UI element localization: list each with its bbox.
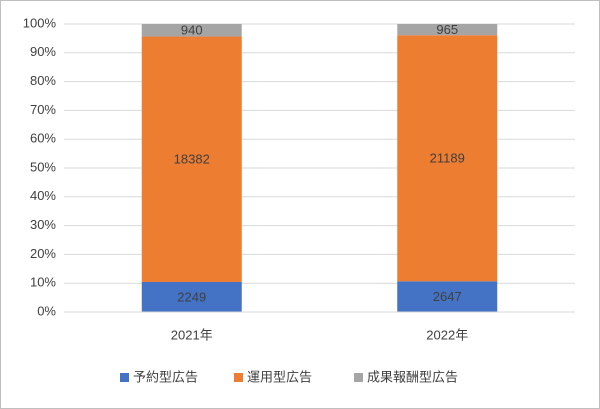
y-tick-label: 10% bbox=[30, 275, 56, 290]
bar-segment bbox=[141, 281, 242, 312]
data-label: 21189 bbox=[430, 151, 465, 166]
y-tick-label: 0% bbox=[37, 303, 56, 318]
legend-swatch bbox=[354, 373, 363, 382]
y-tick-label: 80% bbox=[30, 73, 56, 88]
bar-segment bbox=[141, 36, 242, 282]
data-label: 18382 bbox=[174, 152, 210, 167]
y-tick-label: 70% bbox=[30, 102, 56, 117]
x-tick-label: 2021年 bbox=[171, 327, 213, 342]
legend-label: 予約型広告 bbox=[133, 369, 198, 384]
bar-segment bbox=[397, 24, 498, 36]
data-label: 965 bbox=[436, 22, 458, 37]
legend-swatch bbox=[120, 373, 129, 382]
bar-segment bbox=[141, 24, 242, 37]
y-tick-label: 50% bbox=[30, 159, 56, 174]
data-label: 2249 bbox=[177, 289, 206, 304]
y-tick-label: 90% bbox=[30, 44, 56, 59]
legend-label: 成果報酬型広告 bbox=[367, 369, 458, 384]
y-tick-label: 30% bbox=[30, 217, 56, 232]
legend-swatch bbox=[234, 373, 243, 382]
data-label: 940 bbox=[181, 23, 203, 38]
bar-segment bbox=[397, 35, 498, 282]
y-tick-label: 60% bbox=[30, 131, 56, 146]
data-label: 2647 bbox=[433, 289, 462, 304]
y-tick-label: 100% bbox=[23, 15, 57, 30]
bar-segment bbox=[397, 281, 498, 312]
y-tick-label: 40% bbox=[30, 188, 56, 203]
legend-label: 運用型広告 bbox=[247, 369, 312, 384]
y-tick-label: 20% bbox=[30, 246, 56, 261]
x-tick-label: 2022年 bbox=[426, 327, 468, 342]
